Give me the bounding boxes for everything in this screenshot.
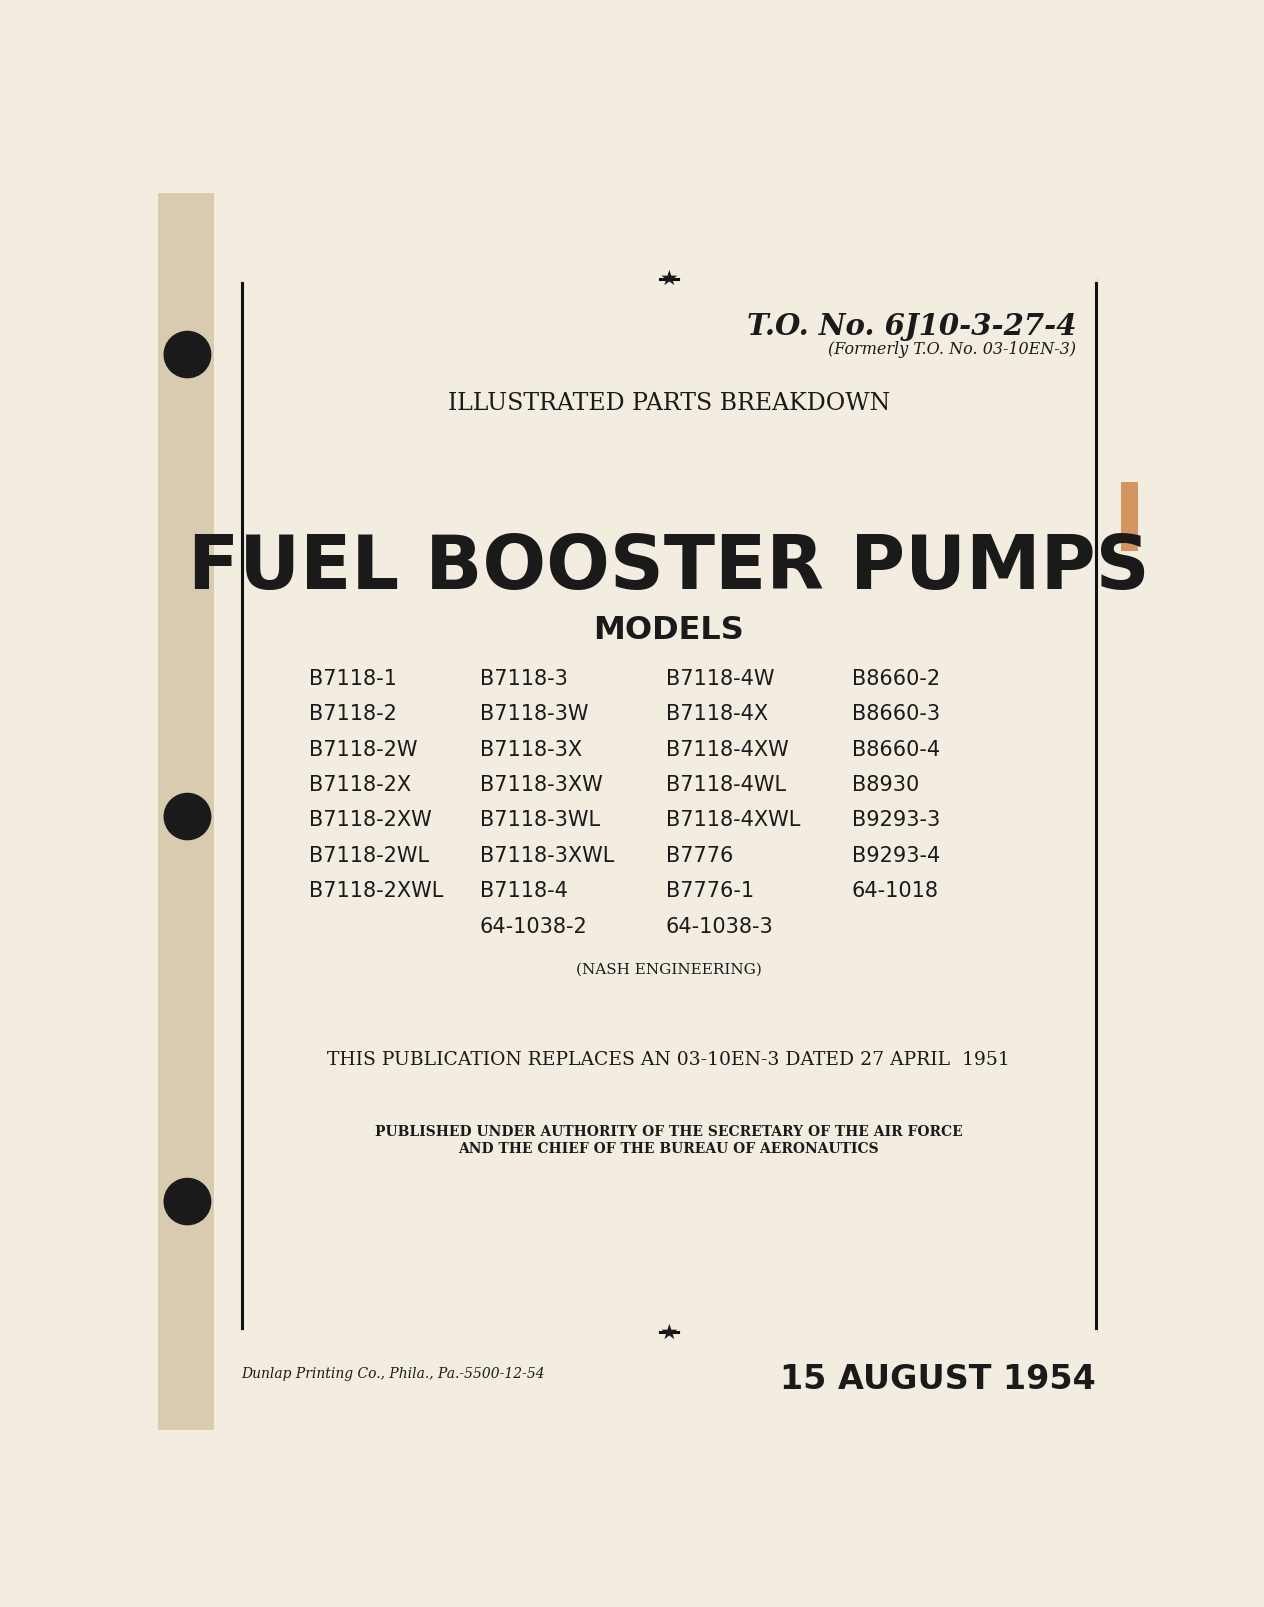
- Text: B7118-4: B7118-4: [479, 881, 568, 902]
- Text: B8660-4: B8660-4: [852, 739, 939, 760]
- Text: B7118-1: B7118-1: [310, 669, 397, 689]
- Text: Dunlap Printing Co., Phila., Pa.-5500-12-54: Dunlap Printing Co., Phila., Pa.-5500-12…: [241, 1368, 545, 1380]
- Text: ★: ★: [660, 1323, 678, 1342]
- Text: ★: ★: [660, 268, 678, 289]
- Circle shape: [164, 331, 211, 378]
- Text: FUEL BOOSTER PUMPS: FUEL BOOSTER PUMPS: [188, 532, 1149, 604]
- Circle shape: [164, 1178, 211, 1225]
- Bar: [241, 280, 1096, 1332]
- Text: B7118-2X: B7118-2X: [310, 775, 411, 795]
- Text: B7118-4W: B7118-4W: [666, 669, 774, 689]
- Text: THIS PUBLICATION REPLACES AN 03-10EN-3 DATED 27 APRIL  1951: THIS PUBLICATION REPLACES AN 03-10EN-3 D…: [327, 1051, 1010, 1069]
- Text: B7118-3XW: B7118-3XW: [479, 775, 603, 795]
- Bar: [158, 193, 214, 1430]
- Text: AND THE CHIEF OF THE BUREAU OF AERONAUTICS: AND THE CHIEF OF THE BUREAU OF AERONAUTI…: [459, 1143, 878, 1157]
- Text: B7118-3W: B7118-3W: [479, 704, 588, 725]
- Text: B7776-1: B7776-1: [666, 881, 753, 902]
- Text: ILLUSTRATED PARTS BREAKDOWN: ILLUSTRATED PARTS BREAKDOWN: [447, 392, 890, 415]
- Text: (Formerly T.O. No. 03-10EN-3): (Formerly T.O. No. 03-10EN-3): [828, 341, 1077, 358]
- Text: B7118-2W: B7118-2W: [310, 739, 417, 760]
- Text: T.O. No. 6J10-3-27-4: T.O. No. 6J10-3-27-4: [747, 312, 1077, 341]
- Text: B8930: B8930: [852, 775, 919, 795]
- Text: B7118-2XW: B7118-2XW: [310, 810, 432, 831]
- Text: 64-1038-2: 64-1038-2: [479, 916, 588, 937]
- Text: B7118-3X: B7118-3X: [479, 739, 581, 760]
- Text: B9293-4: B9293-4: [852, 845, 940, 866]
- Text: B7118-4XW: B7118-4XW: [666, 739, 789, 760]
- Circle shape: [164, 794, 211, 839]
- Text: B7118-3XWL: B7118-3XWL: [479, 845, 614, 866]
- Text: B8660-2: B8660-2: [852, 669, 939, 689]
- Text: 64-1018: 64-1018: [852, 881, 939, 902]
- Text: B7118-2XWL: B7118-2XWL: [310, 881, 444, 902]
- Text: B7118-4X: B7118-4X: [666, 704, 767, 725]
- Text: B7118-4WL: B7118-4WL: [666, 775, 786, 795]
- Text: B9293-3: B9293-3: [852, 810, 940, 831]
- Text: (NASH ENGINEERING): (NASH ENGINEERING): [576, 963, 762, 977]
- Text: B8660-3: B8660-3: [852, 704, 939, 725]
- Text: B7118-2: B7118-2: [310, 704, 397, 725]
- Text: 15 AUGUST 1954: 15 AUGUST 1954: [780, 1363, 1096, 1396]
- Text: MODELS: MODELS: [593, 615, 744, 646]
- Text: B7118-3WL: B7118-3WL: [479, 810, 599, 831]
- Text: B7118-2WL: B7118-2WL: [310, 845, 430, 866]
- Text: 64-1038-3: 64-1038-3: [666, 916, 774, 937]
- Text: B7118-4XWL: B7118-4XWL: [666, 810, 800, 831]
- Text: B7776: B7776: [666, 845, 733, 866]
- Text: PUBLISHED UNDER AUTHORITY OF THE SECRETARY OF THE AIR FORCE: PUBLISHED UNDER AUTHORITY OF THE SECRETA…: [375, 1125, 963, 1138]
- Bar: [1121, 482, 1138, 551]
- Text: B7118-3: B7118-3: [479, 669, 568, 689]
